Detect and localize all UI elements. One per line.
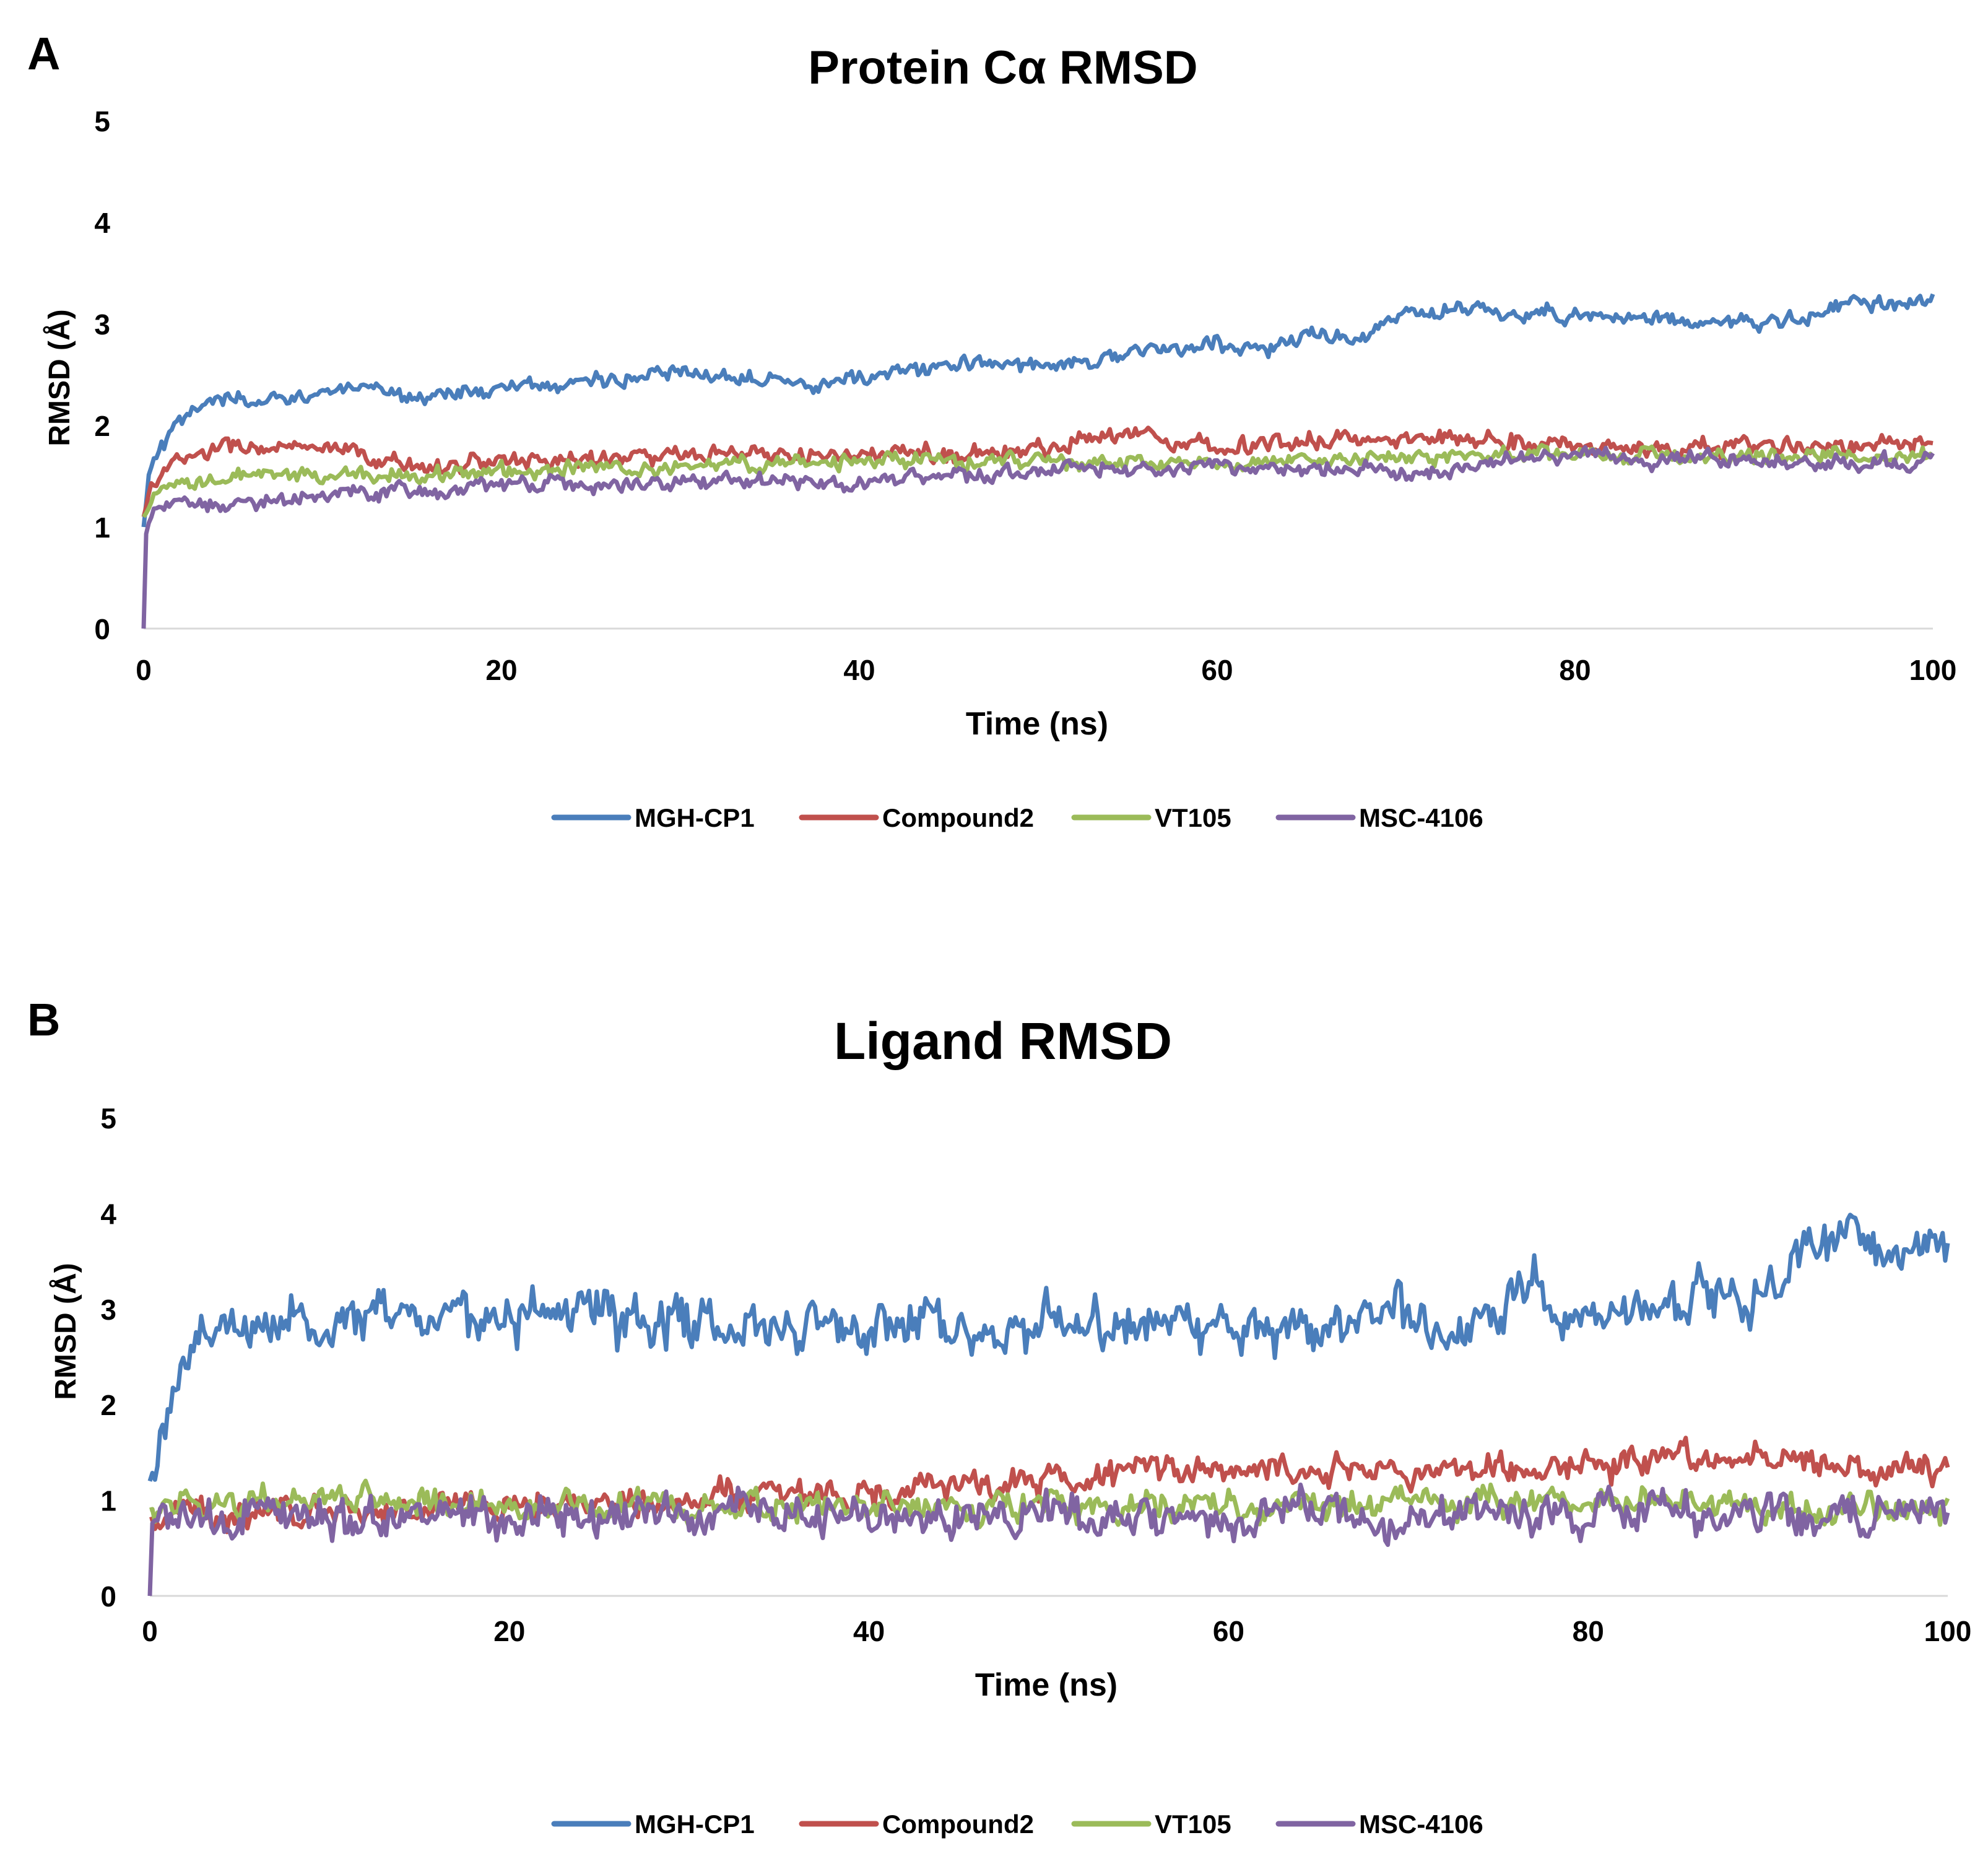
y-tick-label: 0	[94, 613, 110, 645]
y-axis-label: RMSD (Å)	[43, 309, 76, 446]
legend-label: MSC-4106	[1359, 803, 1483, 832]
y-tick-label: 1	[94, 512, 110, 544]
y-tick-label: 4	[100, 1198, 116, 1230]
legend-label: MSC-4106	[1359, 1810, 1483, 1839]
legend-item-mgh-cp1: MGH-CP1	[551, 1810, 755, 1839]
series-line-compound2	[141, 425, 1934, 518]
legend-label: VT105	[1155, 1810, 1231, 1839]
x-tick-label: 80	[1559, 654, 1591, 686]
ligand-rmsd-chart: Ligand RMSD RMSD (Å) Time (ns) 0 1 2 3 4 5 0 20…	[49, 1012, 1971, 1839]
y-tick-label: 1	[100, 1485, 116, 1517]
legend-item-msc-4106: MSC-4106	[1275, 1810, 1483, 1839]
y-tick-label: 3	[100, 1294, 116, 1326]
y-tick-label: 2	[94, 410, 110, 442]
legend-label: MGH-CP1	[635, 1810, 755, 1839]
x-tick-label: 60	[1201, 654, 1233, 686]
series-line-mgh-cp1	[141, 293, 1935, 528]
legend-label: VT105	[1155, 803, 1231, 832]
x-axis-label: Time (ns)	[966, 706, 1108, 742]
x-tick-label: 80	[1573, 1615, 1604, 1647]
chart-title: Ligand RMSD	[834, 1012, 1172, 1070]
legend-item-msc-4106: MSC-4106	[1275, 803, 1483, 832]
legend-label: Compound2	[882, 1810, 1034, 1839]
legend: MGH-CP1 Compound2 VT105 MSC-4106	[551, 803, 1483, 832]
legend-label: Compound2	[882, 803, 1034, 832]
y-tick-label: 5	[100, 1102, 116, 1135]
series-line-compound2	[149, 1436, 1950, 1535]
legend-item-mgh-cp1: MGH-CP1	[551, 803, 755, 832]
y-tick-label: 2	[100, 1389, 116, 1421]
y-tick-label: 5	[94, 105, 110, 137]
legend-item-vt105: VT105	[1071, 803, 1231, 832]
protein-rmsd-chart: Protein Cα RMSD RMSD (Å) Time (ns) 0 1 2 3 4…	[43, 41, 1956, 832]
y-tick-label: 4	[94, 207, 110, 239]
x-tick-label: 20	[485, 654, 517, 686]
x-tick-label: 0	[142, 1615, 158, 1647]
x-tick-label: 100	[1924, 1615, 1972, 1647]
panel-letter: A	[27, 28, 61, 79]
panel-letter: B	[27, 994, 61, 1045]
legend-item-compound2: Compound2	[799, 1810, 1034, 1839]
series-line-mgh-cp1	[147, 1213, 1950, 1482]
x-tick-label: 40	[853, 1615, 885, 1647]
y-tick-label: 3	[94, 308, 110, 341]
plot-area: 0 1 2 3 4 5 0 20 40 60 80 100	[100, 1102, 1971, 1647]
x-tick-label: 0	[136, 654, 152, 686]
x-tick-label: 100	[1909, 654, 1957, 686]
x-tick-label: 60	[1213, 1615, 1244, 1647]
legend-item-compound2: Compound2	[799, 803, 1034, 832]
legend-label: MGH-CP1	[635, 803, 755, 832]
x-tick-label: 40	[843, 654, 875, 686]
legend: MGH-CP1 Compound2 VT105 MSC-4106	[551, 1810, 1483, 1839]
x-tick-label: 20	[493, 1615, 525, 1647]
x-axis-label: Time (ns)	[975, 1667, 1118, 1703]
y-axis-label: RMSD (Å)	[49, 1263, 82, 1400]
series-line-msc-4106	[141, 445, 1935, 629]
panel-a: A Protein Cα RMSD RMSD (Å) Time (ns) 0 1 2…	[0, 0, 1988, 879]
plot-area: 0 1 2 3 4 5 0 20 40 60 80 100	[94, 105, 1956, 686]
legend-item-vt105: VT105	[1071, 1810, 1231, 1839]
chart-title: Protein Cα RMSD	[808, 41, 1197, 94]
y-tick-label: 0	[100, 1580, 116, 1613]
series-line-msc-4106	[147, 1483, 1950, 1597]
